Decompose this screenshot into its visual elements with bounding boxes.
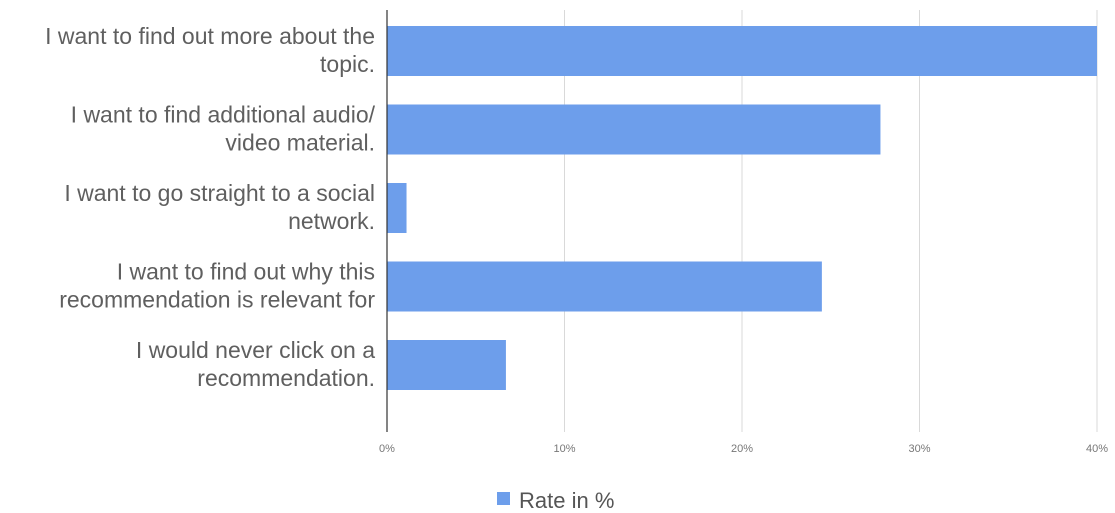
category-label-line: recommendation is relevant for xyxy=(59,287,375,313)
category-label: I want to go straight to a social network… xyxy=(64,180,375,234)
category-label: I want to find out why this recommendatio… xyxy=(59,259,375,313)
bar xyxy=(387,340,506,390)
x-tick-label: 10% xyxy=(553,443,575,455)
x-tick-label: 0% xyxy=(379,443,395,455)
x-tick-label: 40% xyxy=(1086,443,1108,455)
legend-swatch xyxy=(497,492,510,505)
category-label: I want to find out more about the topic. xyxy=(45,23,375,77)
category-label-line: I want to find out more about the xyxy=(45,23,375,49)
category-label-line: I want to find additional audio/ xyxy=(71,102,376,128)
category-label-line: network. xyxy=(288,208,375,234)
category-label-line: I want to go straight to a social xyxy=(64,180,375,206)
bar xyxy=(387,261,822,312)
x-tick-label: 20% xyxy=(731,443,753,455)
legend-label: Rate in % xyxy=(519,488,614,513)
category-label-line: I want to find out why this xyxy=(117,259,375,285)
x-tick-label: 30% xyxy=(908,443,930,455)
category-label-line: topic. xyxy=(320,51,375,77)
category-label-line: I would never click on a xyxy=(136,337,375,363)
category-label: I would never click on a recommendation. xyxy=(136,337,375,391)
category-label: I want to find additional audio/video ma… xyxy=(71,102,376,156)
bar xyxy=(387,104,881,155)
category-label-line: video material. xyxy=(225,130,375,156)
bar xyxy=(387,183,407,233)
category-label-line: recommendation. xyxy=(197,365,375,391)
bar xyxy=(387,26,1097,76)
